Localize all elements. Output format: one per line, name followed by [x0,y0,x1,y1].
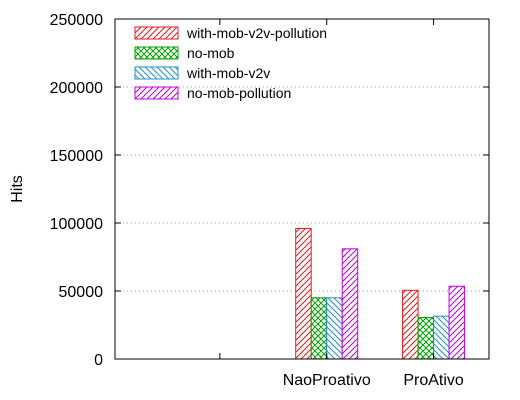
legend-label: with-mob-v2v [186,65,270,81]
y-tick-label: 250000 [50,12,103,29]
legend: with-mob-v2v-pollution no-mob with-mob-v2v… [134,25,327,101]
bar [417,317,435,360]
legend-swatch [134,86,179,100]
legend-swatch [134,46,179,60]
legend-swatch [134,66,179,80]
y-tick-label: 100000 [50,216,103,233]
x-tick-label: ProAtivo [403,372,464,389]
legend-label: no-mob-pollution [187,85,291,101]
bar [310,297,328,360]
y-tick-label: 0 [94,352,103,369]
bar [402,289,419,360]
bar [326,297,343,360]
bar [433,315,450,360]
bar [448,285,466,360]
x-axis-ticks: NaoProativo ProAtivo [219,19,464,389]
bar [341,248,359,360]
y-axis-ticks: 0 50000 100000 150000 200000 250000 [50,12,489,369]
legend-swatch [134,26,179,40]
legend-label: no-mob [187,45,235,61]
bar [295,227,312,360]
y-tick-label: 150000 [50,148,103,165]
legend-label: with-mob-v2v-pollution [186,25,327,41]
y-tick-label: 200000 [50,80,103,97]
plot-frame [114,18,490,360]
y-axis-label: Hits [9,175,26,203]
x-tick-label: NaoProativo [283,372,371,389]
y-tick-label: 50000 [59,284,104,301]
bars [295,227,466,360]
